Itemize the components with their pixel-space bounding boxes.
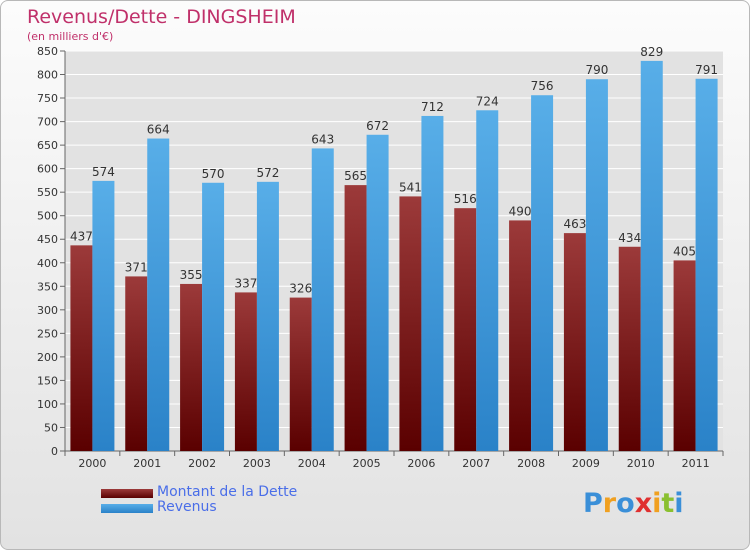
logo-letter: x bbox=[634, 488, 653, 519]
data-label: 790 bbox=[585, 63, 608, 77]
x-tick-label: 2000 bbox=[78, 457, 106, 470]
bar-revenus bbox=[531, 95, 554, 451]
y-tick-label: 700 bbox=[37, 116, 58, 129]
y-tick-label: 650 bbox=[37, 139, 58, 152]
bar-revenus bbox=[585, 79, 608, 451]
data-label: 516 bbox=[454, 192, 477, 206]
y-tick-label: 50 bbox=[44, 421, 58, 434]
chart-subtitle: (en milliers d'€) bbox=[27, 30, 114, 43]
legend-swatch-revenus bbox=[101, 504, 153, 513]
y-tick-label: 150 bbox=[37, 374, 58, 387]
bar-dette bbox=[509, 220, 532, 451]
x-tick-label: 2003 bbox=[243, 457, 271, 470]
y-tick-label: 850 bbox=[37, 45, 58, 58]
x-tick-label: 2007 bbox=[462, 457, 490, 470]
bar-dette bbox=[673, 260, 696, 451]
x-tick-label: 2001 bbox=[133, 457, 161, 470]
plot-area bbox=[65, 51, 723, 451]
bar-dette bbox=[618, 246, 641, 451]
y-tick-label: 200 bbox=[37, 351, 58, 364]
y-tick-label: 300 bbox=[37, 304, 58, 317]
bar-dette bbox=[70, 245, 93, 451]
data-label: 541 bbox=[399, 180, 422, 194]
bar-dette bbox=[125, 276, 148, 451]
proxiti-logo: Proxiti bbox=[583, 488, 684, 519]
data-label: 463 bbox=[563, 217, 586, 231]
logo-letter: o bbox=[616, 488, 635, 519]
x-tick-label: 2009 bbox=[572, 457, 600, 470]
bar-dette bbox=[399, 196, 422, 451]
data-label: 371 bbox=[125, 260, 148, 274]
y-tick-label: 100 bbox=[37, 398, 58, 411]
logo-letter: i bbox=[674, 488, 684, 519]
x-tick-label: 2008 bbox=[517, 457, 545, 470]
x-tick-label: 2004 bbox=[298, 457, 326, 470]
x-tick-label: 2006 bbox=[407, 457, 435, 470]
data-label: 337 bbox=[234, 276, 257, 290]
bar-dette bbox=[563, 233, 586, 451]
data-label: 572 bbox=[256, 166, 279, 180]
y-tick-label: 250 bbox=[37, 327, 58, 340]
bar-dette bbox=[234, 292, 257, 451]
y-tick-label: 400 bbox=[37, 257, 58, 270]
bar-dette bbox=[180, 283, 203, 451]
legend-swatch-dette bbox=[101, 489, 153, 498]
data-label: 326 bbox=[289, 282, 312, 296]
data-label: 664 bbox=[147, 123, 170, 137]
y-tick-label: 500 bbox=[37, 210, 58, 223]
x-tick-label: 2011 bbox=[682, 457, 710, 470]
data-label: 756 bbox=[531, 79, 554, 93]
bar-revenus bbox=[476, 110, 499, 451]
data-label: 490 bbox=[509, 204, 532, 218]
bar-dette bbox=[454, 208, 477, 451]
data-label: 570 bbox=[202, 167, 225, 181]
data-label: 672 bbox=[366, 119, 389, 133]
bar-revenus bbox=[256, 181, 279, 451]
data-label: 724 bbox=[476, 94, 499, 108]
data-label: 643 bbox=[311, 132, 334, 146]
x-tick-label: 2002 bbox=[188, 457, 216, 470]
y-tick-label: 450 bbox=[37, 233, 58, 246]
bar-revenus bbox=[366, 134, 389, 451]
legend-label-revenus: Revenus bbox=[157, 499, 217, 515]
logo-letter: r bbox=[602, 488, 617, 519]
data-label: 355 bbox=[180, 268, 203, 282]
data-label: 791 bbox=[695, 63, 718, 77]
bar-revenus bbox=[92, 180, 115, 451]
x-tick-label: 2005 bbox=[353, 457, 381, 470]
data-label: 437 bbox=[70, 229, 93, 243]
bar-dette bbox=[344, 185, 367, 451]
logo-letter: t bbox=[661, 488, 675, 519]
y-tick-label: 350 bbox=[37, 280, 58, 293]
data-label: 712 bbox=[421, 100, 444, 114]
bar-revenus bbox=[695, 78, 718, 451]
legend-label-dette: Montant de la Dette bbox=[157, 484, 298, 500]
logo-letter: i bbox=[652, 488, 662, 519]
data-label: 574 bbox=[92, 165, 115, 179]
y-tick-label: 800 bbox=[37, 69, 58, 82]
bar-revenus bbox=[147, 138, 170, 451]
y-tick-label: 750 bbox=[37, 92, 58, 105]
y-tick-label: 600 bbox=[37, 163, 58, 176]
bar-revenus bbox=[640, 60, 663, 451]
bar-dette bbox=[289, 297, 312, 451]
logo-letter: P bbox=[583, 488, 603, 519]
data-label: 434 bbox=[618, 231, 641, 245]
bar-revenus bbox=[202, 182, 225, 451]
data-label: 565 bbox=[344, 169, 367, 183]
chart-title: Revenus/Dette - DINGSHEIM bbox=[27, 6, 296, 28]
data-label: 829 bbox=[640, 45, 663, 59]
bar-revenus bbox=[311, 148, 334, 452]
bar-revenus bbox=[421, 115, 444, 452]
x-tick-label: 2010 bbox=[627, 457, 655, 470]
y-tick-label: 0 bbox=[51, 445, 58, 458]
y-tick-label: 550 bbox=[37, 186, 58, 199]
data-label: 405 bbox=[673, 244, 696, 258]
